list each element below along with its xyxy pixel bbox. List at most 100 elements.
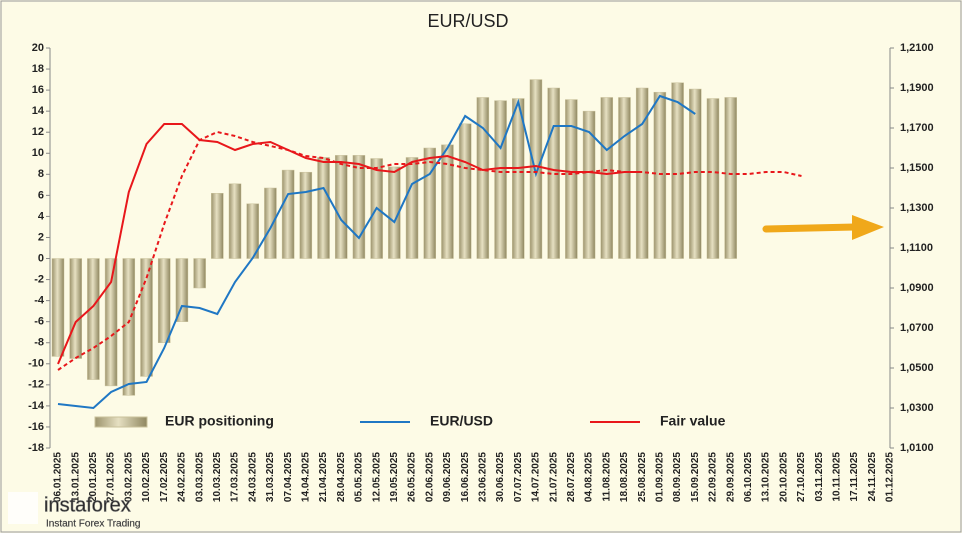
- x-tick-label: 13.10.2025: [761, 452, 772, 502]
- bar: [175, 258, 189, 322]
- x-tick-label: 17.11.2025: [849, 452, 860, 502]
- bar: [122, 258, 136, 396]
- bar: [69, 258, 82, 359]
- legend-swatch: [94, 416, 148, 428]
- legend-label: Fair value: [660, 413, 726, 429]
- bar: [724, 97, 737, 259]
- bar: [671, 82, 684, 259]
- x-tick-label: 05.05.2025: [354, 452, 365, 502]
- y2-tick-label: 1,0700: [900, 322, 934, 334]
- y-tick-label: 18: [32, 63, 44, 75]
- bar: [211, 193, 224, 259]
- bar: [582, 110, 596, 259]
- y-tick-label: 2: [38, 231, 44, 243]
- bar: [104, 258, 118, 387]
- dashed-line: [57, 130, 802, 371]
- x-tick-label: 13.01.2025: [70, 452, 81, 502]
- x-tick-label: 15.09.2025: [690, 452, 701, 502]
- bar: [565, 99, 578, 259]
- chart-title: EUR/USD: [427, 11, 508, 31]
- x-tick-label: 23.06.2025: [477, 452, 488, 502]
- bar: [334, 155, 348, 259]
- x-tick-label: 22.09.2025: [708, 452, 719, 502]
- bar: [600, 97, 614, 259]
- bar: [388, 166, 401, 259]
- x-tick-label: 08.09.2025: [672, 452, 683, 502]
- x-tick-label: 10.03.2025: [212, 452, 223, 502]
- y-tick-label: 14: [32, 105, 45, 117]
- y-tick-label: 10: [32, 147, 44, 159]
- bar: [157, 258, 171, 343]
- y-tick-label: -2: [34, 273, 44, 285]
- x-tick-label: 10.02.2025: [141, 452, 152, 502]
- x-tick-label: 28.04.2025: [336, 452, 347, 502]
- x-tick-label: 07.07.2025: [513, 452, 524, 502]
- bar: [476, 97, 490, 259]
- x-tick-label: 20.01.2025: [88, 452, 99, 502]
- x-tick-label: 17.03.2025: [230, 452, 241, 502]
- y-tick-label: -4: [34, 295, 45, 307]
- legend-label: EUR/USD: [430, 413, 493, 429]
- x-tick-label: 01.09.2025: [655, 452, 666, 502]
- bar: [51, 258, 65, 357]
- y2-tick-label: 1,1300: [900, 202, 934, 214]
- x-tick-label: 09.06.2025: [442, 452, 453, 502]
- y2-tick-label: 1,1700: [900, 122, 934, 134]
- x-tick-label: 04.08.2025: [584, 452, 595, 502]
- bar: [494, 100, 507, 259]
- y-tick-label: 12: [32, 126, 44, 138]
- y2-tick-label: 1,1900: [900, 82, 934, 94]
- x-tick-label: 21.07.2025: [548, 452, 559, 502]
- y-tick-label: 16: [32, 84, 44, 96]
- bar: [87, 258, 100, 380]
- bar: [689, 88, 702, 259]
- arrow: [762, 215, 884, 240]
- y2-tick-label: 1,0900: [900, 282, 934, 294]
- bar: [441, 144, 454, 259]
- y-tick-label: 6: [38, 189, 44, 201]
- y-tick-label: -8: [34, 337, 44, 349]
- y2-tick-label: 1,0100: [900, 442, 934, 454]
- x-tick-label: 17.02.2025: [159, 452, 170, 502]
- bar: [281, 169, 295, 259]
- x-tick-label: 25.08.2025: [637, 452, 648, 502]
- bar: [317, 157, 330, 259]
- bar: [618, 97, 631, 259]
- y-tick-label: -18: [28, 442, 44, 454]
- x-tick-label: 16.06.2025: [460, 452, 471, 502]
- legend-label: EUR positioning: [165, 413, 274, 429]
- y-tick-label: 8: [38, 168, 44, 180]
- x-tick-label: 26.05.2025: [407, 452, 418, 502]
- x-tick-label: 27.01.2025: [106, 452, 117, 502]
- x-tick-label: 29.09.2025: [725, 452, 736, 502]
- line: [57, 94, 696, 410]
- x-tick-label: 19.05.2025: [389, 452, 400, 502]
- bar: [529, 79, 543, 259]
- bar: [458, 123, 472, 259]
- x-tick-label: 14.07.2025: [531, 452, 542, 502]
- x-tick-label: 01.12.2025: [885, 452, 896, 502]
- x-tick-label: 24.11.2025: [867, 452, 878, 502]
- x-tick-label: 06.10.2025: [743, 452, 754, 502]
- x-tick-label: 11.08.2025: [601, 452, 612, 502]
- x-tick-label: 03.03.2025: [194, 452, 205, 502]
- bar: [352, 155, 366, 259]
- x-tick-label: 31.03.2025: [265, 452, 276, 502]
- bar: [653, 91, 667, 259]
- bar: [423, 147, 436, 259]
- y2-tick-label: 1,0500: [900, 362, 934, 374]
- bar: [299, 171, 313, 259]
- x-tick-label: 06.01.2025: [53, 452, 64, 502]
- bar: [405, 157, 419, 259]
- y2-tick-label: 1,2100: [900, 42, 934, 54]
- tagline: Instant Forex Trading: [46, 519, 141, 530]
- y-tick-label: 0: [38, 252, 44, 264]
- x-tick-label: 14.04.2025: [300, 452, 311, 502]
- x-tick-label: 03.02.2025: [123, 452, 134, 502]
- bar: [264, 187, 277, 259]
- x-tick-label: 20.10.2025: [778, 452, 789, 502]
- y-tick-label: 20: [32, 42, 44, 54]
- bar: [228, 183, 242, 259]
- x-tick-label: 18.08.2025: [619, 452, 630, 502]
